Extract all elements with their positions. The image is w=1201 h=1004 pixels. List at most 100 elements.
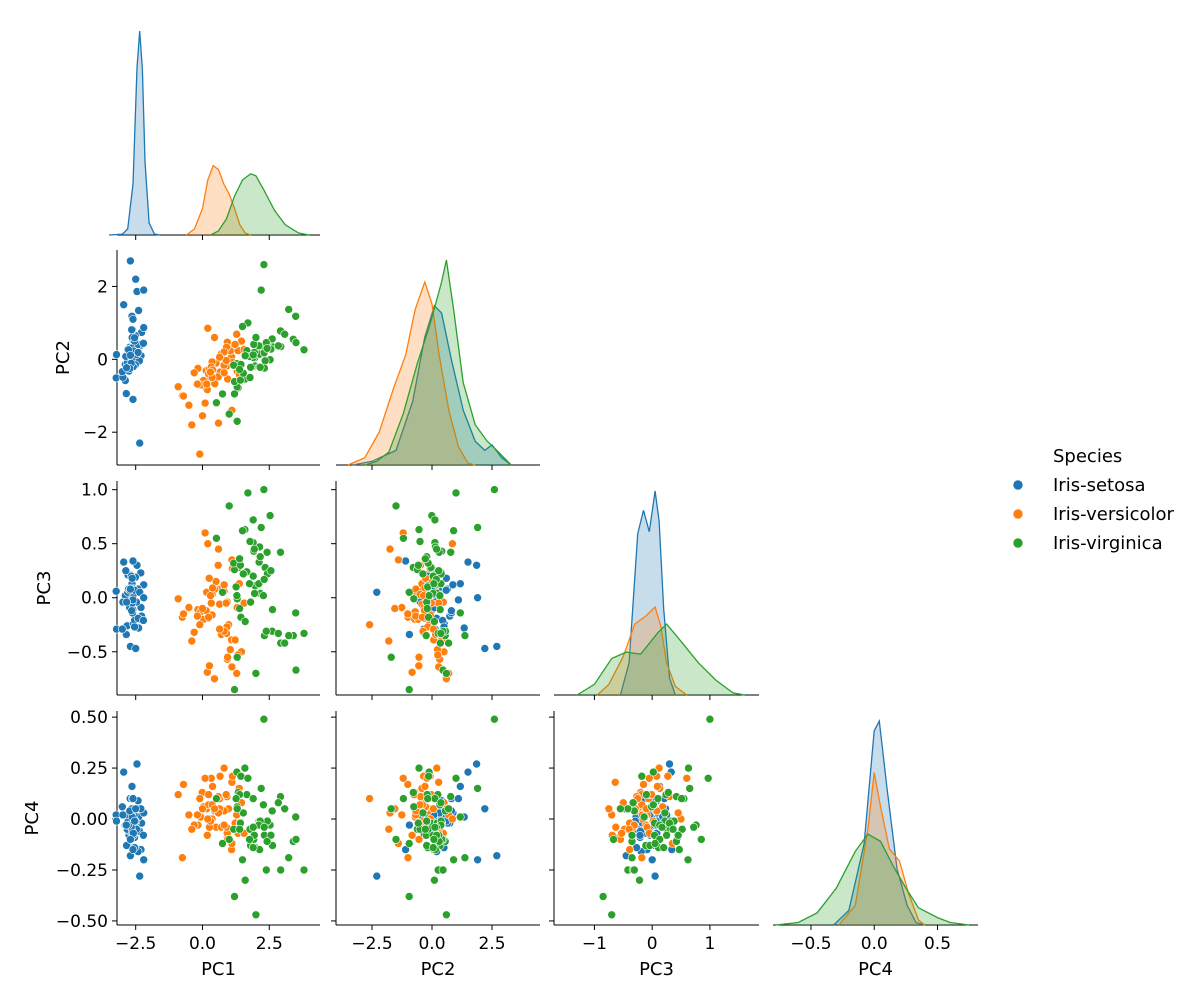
- x-axis-label-pc3: PC3: [639, 959, 674, 980]
- scatter-point-iris-virginica: [260, 356, 270, 366]
- scatter-point-iris-versicolor: [173, 382, 183, 392]
- kde-fill-pc1-iris-virginica: [210, 173, 310, 235]
- scatter-point-iris-virginica: [284, 631, 294, 640]
- x-tick-label: −0.5: [790, 934, 831, 954]
- scatter-point-iris-virginica: [442, 669, 451, 678]
- kde-fill-pc2-iris-versicolor: [348, 282, 476, 465]
- scatter-point-iris-virginica: [259, 822, 269, 832]
- scatter-point-iris-versicolor: [202, 379, 211, 389]
- scatter-point-iris-virginica: [430, 822, 440, 832]
- scatter-point-iris-virginica: [218, 587, 227, 597]
- scatter-point-iris-setosa: [126, 584, 135, 594]
- x-tick-label: 2.5: [256, 934, 283, 954]
- scatter-point-iris-versicolor: [195, 449, 205, 459]
- scatter-point-iris-virginica: [239, 569, 248, 579]
- scatter-point-iris-virginica: [607, 910, 617, 920]
- scatter-point-iris-virginica: [231, 794, 241, 803]
- legend-marker-iris-virginica: [1012, 537, 1024, 549]
- scatter-point-iris-virginica: [291, 812, 301, 822]
- scatter-point-iris-virginica: [418, 808, 428, 818]
- scatter-point-iris-virginica: [429, 835, 439, 844]
- scatter-point-iris-virginica: [648, 767, 658, 777]
- scatter-point-iris-virginica: [232, 591, 242, 600]
- scatter-point-iris-setosa: [121, 566, 131, 576]
- x-tick-label: −2.5: [351, 934, 392, 954]
- scatter-point-iris-versicolor: [420, 782, 430, 791]
- scatter-point-iris-virginica: [299, 629, 309, 638]
- x-axis-label-pc4: PC4: [858, 959, 893, 980]
- scatter-point-iris-virginica: [262, 837, 272, 846]
- kde-fill-pc1-iris-versicolor: [186, 165, 251, 235]
- scatter-point-iris-virginica: [268, 605, 277, 614]
- scatter-point-iris-virginica: [251, 910, 261, 920]
- scatter-point-iris-setosa: [111, 586, 121, 596]
- scatter-point-iris-virginica: [230, 685, 239, 694]
- scatter-point-iris-virginica: [232, 804, 242, 814]
- scatter-point-iris-setosa: [128, 395, 138, 404]
- data-layer: [108, 30, 970, 926]
- scatter-point-iris-virginica: [399, 533, 408, 543]
- scatter-point-iris-versicolor: [204, 612, 213, 622]
- scatter-point-iris-versicolor: [203, 539, 213, 549]
- kde-line-pc1-iris-versicolor: [186, 164, 251, 236]
- scatter-point-iris-virginica: [230, 892, 239, 901]
- scatter-point-iris-virginica: [451, 488, 461, 498]
- kde-line-pc1-iris-virginica: [210, 173, 310, 236]
- scatter-point-iris-versicolor: [193, 379, 202, 389]
- scatter-point-iris-versicolor: [223, 652, 232, 662]
- scatter-point-iris-setosa: [139, 855, 148, 865]
- scatter-point-iris-virginica: [386, 652, 396, 662]
- legend-title: Species: [1053, 446, 1122, 467]
- scatter-point-iris-versicolor: [219, 580, 229, 590]
- scatter-point-iris-versicolor: [178, 853, 187, 863]
- kde-line-pc2-iris-versicolor: [347, 279, 476, 466]
- scatter-point-iris-virginica: [248, 515, 258, 525]
- x-tick-label: 0.0: [861, 934, 888, 954]
- kde-fill-pc4-iris-virginica: [775, 834, 970, 925]
- scatter-point-iris-virginica: [635, 875, 644, 885]
- scatter-point-iris-setosa: [130, 333, 139, 343]
- scatter-point-iris-setosa: [126, 350, 135, 360]
- scatter-point-iris-virginica: [273, 629, 283, 638]
- kde-line-pc2-iris-virginica: [364, 259, 512, 466]
- x-tick-label: 0.0: [418, 934, 445, 954]
- scatter-point-iris-virginica: [421, 631, 431, 640]
- x-axis-label-pc1: PC1: [201, 959, 236, 980]
- scatter-point-iris-virginica: [212, 398, 221, 408]
- scatter-point-iris-virginica: [413, 818, 423, 828]
- scatter-point-iris-setosa: [131, 274, 140, 284]
- scatter-point-iris-virginica: [423, 794, 433, 803]
- scatter-point-iris-versicolor: [187, 636, 197, 646]
- scatter-point-iris-virginica: [262, 344, 272, 353]
- scatter-point-iris-versicolor: [173, 594, 183, 604]
- scatter-point-iris-setosa: [139, 285, 148, 295]
- scatter-point-iris-virginica: [420, 554, 430, 564]
- scatter-point-iris-virginica: [430, 875, 439, 885]
- scatter-point-iris-virginica: [239, 808, 248, 818]
- scatter-point-iris-virginica: [273, 341, 283, 351]
- scatter-point-iris-virginica: [255, 362, 265, 372]
- scatter-point-iris-setosa: [127, 782, 137, 791]
- scatter-point-iris-virginica: [444, 804, 453, 814]
- scatter-point-iris-setosa: [122, 389, 131, 398]
- scatter-point-iris-versicolor: [195, 620, 205, 630]
- scatter-point-iris-setosa: [119, 767, 128, 777]
- scatter-point-iris-virginica: [420, 824, 430, 834]
- scatter-point-iris-setosa: [473, 593, 482, 603]
- y-axis-label-pc3: PC3: [34, 571, 55, 606]
- scatter-point-iris-versicolor: [189, 368, 199, 378]
- scatter-point-iris-versicolor: [663, 771, 673, 781]
- scatter-point-iris-versicolor: [403, 780, 413, 789]
- scatter-point-iris-setosa: [139, 616, 148, 625]
- scatter-point-iris-virginica: [262, 547, 272, 557]
- scatter-point-iris-setosa: [635, 830, 645, 840]
- scatter-point-iris-versicolor: [673, 808, 683, 818]
- scatter-point-iris-virginica: [229, 360, 238, 370]
- kde-fill-pc1-iris-setosa: [109, 31, 160, 235]
- scatter-point-iris-versicolor: [230, 340, 240, 349]
- scatter-point-iris-virginica: [430, 617, 439, 626]
- scatter-point-iris-versicolor: [189, 627, 199, 637]
- scatter-point-iris-virginica: [455, 812, 465, 822]
- kde-line-pc1-iris-setosa: [108, 30, 160, 236]
- scatter-point-iris-setosa: [130, 622, 139, 632]
